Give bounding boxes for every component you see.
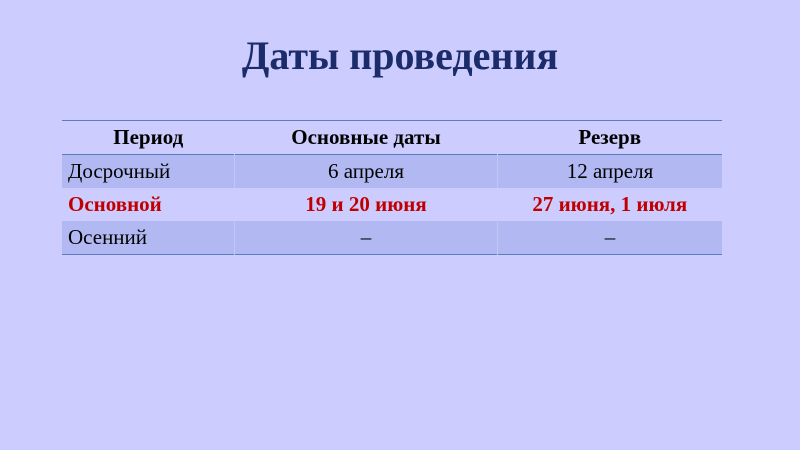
table-row-main: Основной 19 и 20 июня 27 июня, 1 июля: [62, 188, 722, 221]
cell-reserve: 27 июня, 1 июля: [532, 192, 688, 216]
header-period: Период: [113, 125, 184, 149]
dates-table: Период Основные даты Резерв Досрочный 6 …: [62, 120, 722, 255]
cell-main-dates: –: [234, 221, 498, 255]
cell-period: Основной: [68, 192, 162, 216]
cell-main-dates: 6 апреля: [234, 154, 498, 188]
cell-reserve: –: [497, 221, 722, 255]
slide-title: Даты проведения: [241, 33, 559, 78]
header-reserve: Резерв: [578, 125, 642, 149]
cell-main-dates: 19 и 20 июня: [305, 192, 427, 216]
table-row-autumn: Осенний – –: [62, 221, 722, 255]
cell-period: Досрочный: [62, 154, 235, 188]
table-header-row: Период Основные даты Резерв: [62, 120, 722, 155]
table-row-early: Досрочный 6 апреля 12 апреля: [62, 154, 722, 188]
cell-period: Осенний: [62, 221, 235, 255]
header-main-dates: Основные даты: [291, 125, 441, 149]
cell-reserve: 12 апреля: [497, 154, 722, 188]
